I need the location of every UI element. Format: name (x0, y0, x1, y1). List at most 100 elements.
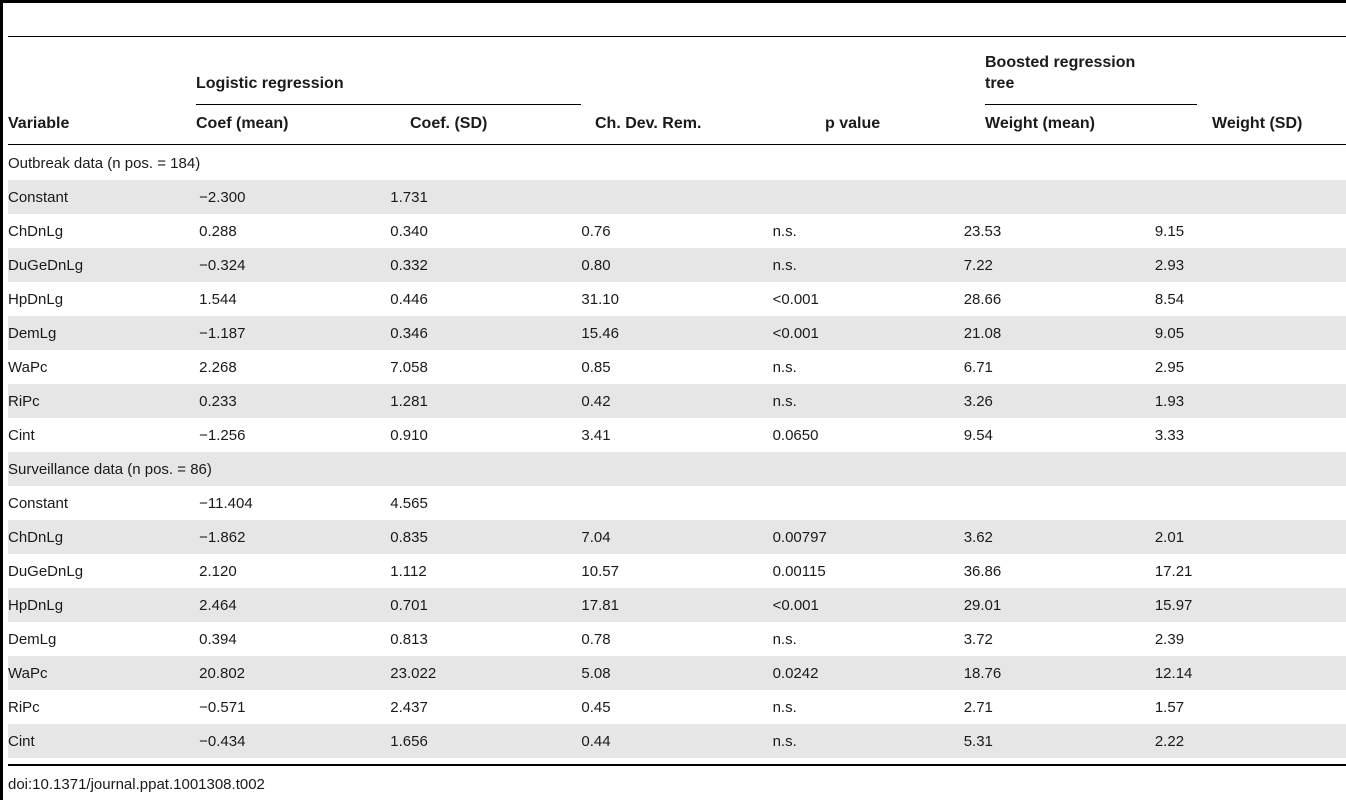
table-row: HpDnLg 2.464 0.701 17.81 <0.001 29.01 15.97 (8, 588, 1346, 622)
table-cell: 6.71 (963, 358, 993, 376)
table-cell (1154, 180, 1346, 214)
table-cell: n.s. (772, 248, 964, 282)
table-cell: <0.001 (772, 588, 964, 622)
data-table: Outbreak data (n pos. = 184) Constant −2.3… (8, 146, 1346, 758)
table-cell: 0.85 (581, 358, 611, 376)
table-cell: n.s. (772, 358, 797, 376)
table-cell: 0.233 (199, 384, 391, 418)
table-cell: 0.701 (390, 588, 582, 622)
table-cell: 2.22 (1154, 724, 1346, 758)
top-border (0, 0, 1346, 3)
table-cell: 3.26 (963, 384, 1155, 418)
table-cell: DuGeDnLg (8, 248, 200, 282)
table-cell: 2.01 (1154, 520, 1346, 554)
group-header-brt-line2: tree (985, 75, 1015, 92)
table-row: HpDnLg 1.544 0.446 31.10 <0.001 28.66 8.54 (8, 282, 1346, 316)
table-cell: 17.81 (581, 588, 773, 622)
table-row: WaPc 2.268 7.058 0.85 n.s. 6.71 2.95 (8, 350, 1346, 384)
header-bottom-rule (8, 144, 1346, 145)
col-header-weight-sd: Weight (SD) (1212, 115, 1303, 132)
table-cell: 2.93 (1154, 248, 1346, 282)
header-top-rule (8, 36, 1346, 37)
table-cell: −1.862 (199, 520, 391, 554)
table-cell: n.s. (772, 698, 797, 716)
table-cell: 12.14 (1154, 656, 1346, 690)
section-row: Outbreak data (n pos. = 184) (8, 146, 1346, 180)
table-cell: 5.31 (963, 724, 1155, 758)
table-cell: ChDnLg (8, 222, 64, 240)
table-cell: 2.39 (1154, 630, 1185, 648)
table-cell: −11.404 (199, 494, 253, 512)
table-cell: 0.910 (390, 426, 428, 444)
table-cell: 0.340 (390, 222, 428, 240)
table-cell: DuGeDnLg (8, 562, 84, 580)
table-cell: 7.22 (963, 248, 1155, 282)
table-cell: <0.001 (772, 290, 819, 308)
table-row: RiPc 0.233 1.281 0.42 n.s. 3.26 1.93 (8, 384, 1346, 418)
table-cell: 3.41 (581, 426, 611, 444)
table-cell: 1.731 (390, 180, 582, 214)
table-cell: 15.46 (581, 316, 773, 350)
table-cell: Cint (8, 426, 35, 444)
table-cell: 18.76 (963, 656, 1155, 690)
table-cell: 2.437 (390, 698, 428, 716)
table-cell: 5.08 (581, 656, 773, 690)
table-cell: 20.802 (199, 656, 391, 690)
table-cell: WaPc (8, 358, 48, 376)
table-cell: 9.54 (963, 426, 993, 444)
table-cell: 0.80 (581, 248, 773, 282)
table-cell: 0.813 (390, 630, 428, 648)
table-cell: −1.187 (199, 316, 391, 350)
table-cell: −1.256 (199, 426, 246, 444)
table-cell: HpDnLg (8, 290, 64, 308)
table-cell: Constant (8, 180, 200, 214)
table-cell: 15.97 (1154, 588, 1346, 622)
table-cell: DemLg (8, 316, 200, 350)
table-cell: 9.05 (1154, 316, 1346, 350)
table-cell: n.s. (772, 222, 797, 240)
table-cell: 28.66 (963, 290, 1002, 308)
section-label: Surveillance data (n pos. = 86) (8, 452, 1346, 486)
table-cell: Cint (8, 724, 200, 758)
table-cell: 0.0242 (772, 656, 964, 690)
table-cell: 0.346 (390, 316, 582, 350)
table-cell: WaPc (8, 656, 200, 690)
table-cell: 8.54 (1154, 290, 1185, 308)
group-header-logistic: Logistic regression (196, 75, 344, 92)
table-cell: 29.01 (963, 588, 1155, 622)
table-cell: 7.04 (581, 520, 773, 554)
table-cell: 4.565 (390, 494, 428, 512)
table-cell: HpDnLg (8, 588, 200, 622)
table-row: Cint −0.434 1.656 0.44 n.s. 5.31 2.22 (8, 724, 1346, 758)
table-cell: n.s. (772, 630, 797, 648)
table-cell (963, 180, 1155, 214)
table-cell: −0.434 (199, 724, 391, 758)
table-cell: 0.42 (581, 384, 773, 418)
table-cell: 0.332 (390, 248, 582, 282)
table-cell: <0.001 (772, 316, 964, 350)
col-header-ch-dev-rem: Ch. Dev. Rem. (595, 115, 702, 132)
table-cell: 1.93 (1154, 384, 1346, 418)
table-cell (581, 486, 772, 520)
table-cell: 0.45 (581, 698, 611, 716)
table-row: DemLg 0.394 0.813 0.78 n.s. 3.72 2.39 (8, 622, 1346, 656)
table-cell: 17.21 (1154, 562, 1193, 580)
col-header-p-value: p value (825, 115, 881, 132)
table-cell: 2.268 (199, 358, 237, 376)
table-cell: 0.00797 (772, 520, 964, 554)
table-cell: 0.0650 (772, 426, 819, 444)
table-cell: 23.53 (963, 222, 1002, 240)
table-cell: 0.835 (390, 520, 582, 554)
group-header-brt-line1: Boosted regression (985, 54, 1136, 71)
table-cell (964, 486, 1155, 520)
table-cell: 9.15 (1154, 222, 1185, 240)
table-cell: 0.78 (581, 630, 611, 648)
left-border (0, 0, 3, 800)
table-cell: 0.288 (199, 222, 237, 240)
table-cell: 2.120 (199, 562, 237, 580)
group-rule-brt (985, 104, 1197, 105)
table-cell: 1.57 (1154, 698, 1185, 716)
table-cell: 1.544 (199, 290, 237, 308)
col-header-coef-mean: Coef (mean) (196, 115, 289, 132)
table-cell: n.s. (772, 384, 964, 418)
